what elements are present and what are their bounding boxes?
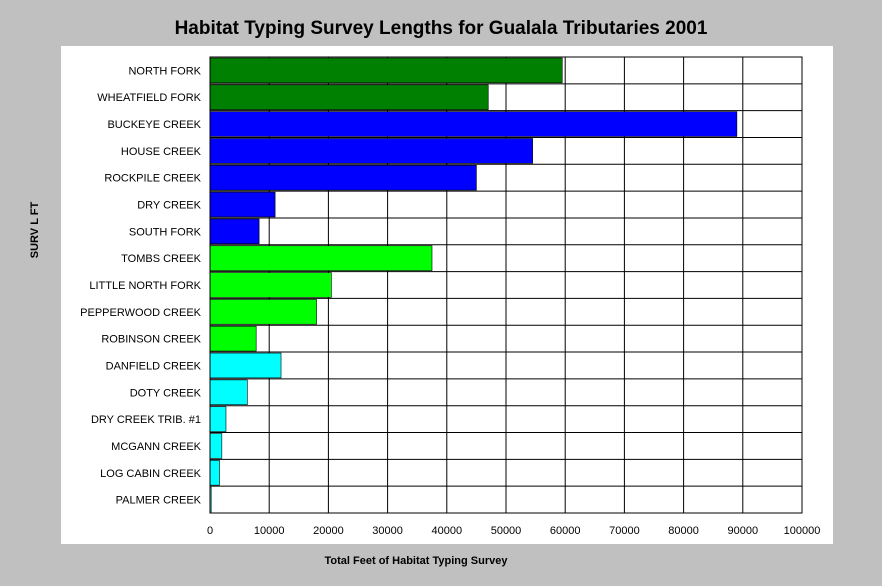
- bar-pepperwood-creek: [209, 299, 317, 325]
- bar-tombs-creek: [209, 245, 433, 271]
- category-label: HOUSE CREEK: [121, 146, 202, 158]
- bar-log-cabin-creek: [209, 460, 220, 486]
- category-label: MCGANN CREEK: [111, 441, 202, 453]
- x-tick-label: 0: [207, 525, 213, 537]
- category-label: PALMER CREEK: [116, 495, 202, 507]
- bar-wheatfield-fork: [209, 84, 489, 110]
- x-tick-label: 90000: [728, 525, 759, 537]
- bar-house-creek: [209, 138, 533, 164]
- bar-south-fork: [209, 218, 260, 245]
- category-label: LOG CABIN CREEK: [100, 468, 202, 480]
- category-label: NORTH FORK: [128, 65, 201, 77]
- category-label: LITTLE NORTH FORK: [89, 280, 201, 292]
- bar-danfield-creek: [209, 352, 282, 379]
- x-axis-title: Total Feet of Habitat Typing Survey: [324, 555, 508, 567]
- bar-dry-creek: [209, 191, 276, 218]
- x-tick-label: 10000: [254, 525, 285, 537]
- bar-rockpile-creek: [209, 164, 477, 191]
- bar-buckeye-creek: [209, 111, 738, 137]
- bar-mcgann-creek: [209, 433, 223, 459]
- category-label: TOMBS CREEK: [121, 253, 202, 265]
- x-tick-label: 100000: [784, 525, 821, 537]
- category-label: DRY CREEK: [137, 200, 201, 212]
- bar-dry-creek-trib-1: [209, 406, 227, 432]
- x-tick-label: 60000: [550, 525, 581, 537]
- bar-robinson-creek: [209, 325, 257, 352]
- plot-border: [209, 56, 803, 514]
- category-label: WHEATFIELD FORK: [97, 92, 201, 104]
- x-tick-label: 70000: [609, 525, 640, 537]
- bar-north-fork: [209, 57, 563, 84]
- x-tick-label: 20000: [313, 525, 344, 537]
- x-tick-label: 40000: [432, 525, 463, 537]
- category-label: ROBINSON CREEK: [101, 334, 201, 346]
- bar-little-north-fork: [209, 272, 332, 298]
- category-label: BUCKEYE CREEK: [107, 119, 201, 131]
- category-label: DRY CREEK TRIB. #1: [91, 414, 201, 426]
- category-label: ROCKPILE CREEK: [104, 173, 201, 185]
- x-tick-label: 80000: [668, 525, 699, 537]
- category-label: SOUTH FORK: [129, 226, 202, 238]
- bar-doty-creek: [209, 379, 248, 406]
- category-label: DOTY CREEK: [130, 387, 202, 399]
- x-tick-label: 30000: [372, 525, 403, 537]
- category-label: PEPPERWOOD CREEK: [80, 307, 201, 319]
- category-label: DANFIELD CREEK: [106, 360, 202, 372]
- x-tick-label: 50000: [491, 525, 522, 537]
- chart-title: Habitat Typing Survey Lengths for Gualal…: [174, 18, 708, 39]
